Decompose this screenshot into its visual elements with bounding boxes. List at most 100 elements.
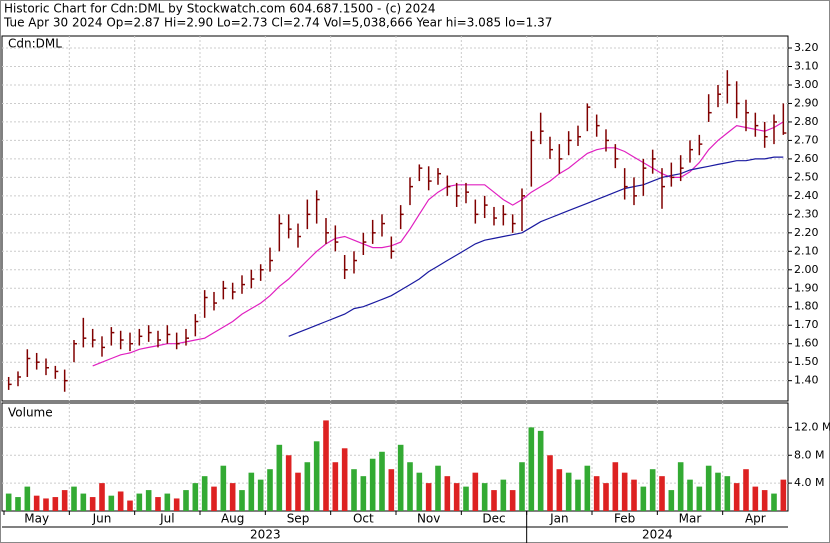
volume-bar (444, 476, 451, 511)
volume-bar (425, 483, 432, 511)
x-tick-label: Dec (482, 512, 505, 526)
x-tick-label: May (24, 512, 49, 526)
volume-bar (341, 448, 348, 511)
x-tick-label: Feb (614, 512, 635, 526)
x2-tick-label: 2024 (642, 528, 673, 542)
volume-bar (267, 469, 273, 511)
volume-bar (220, 465, 227, 511)
volume-bar (705, 465, 712, 511)
x-tick-label: Apr (745, 512, 766, 526)
volume-bar (519, 462, 525, 511)
volume-bar (164, 493, 171, 511)
volume-bar (239, 490, 245, 511)
volume-bar (71, 486, 77, 511)
y-tick-label: 1.80 (794, 300, 819, 313)
volume-bar (509, 490, 516, 511)
volume-bar (752, 486, 759, 511)
x-tick-label: Mar (679, 512, 702, 526)
volume-bar (416, 472, 423, 511)
volume-bar (155, 497, 161, 511)
volume-bar (248, 472, 255, 511)
volume-bar (687, 479, 693, 511)
volume-bar (351, 469, 357, 511)
volume-bar (575, 479, 581, 511)
volume-bar (612, 462, 619, 511)
volume-bar (621, 472, 628, 511)
volume-bar (183, 490, 189, 511)
volume-bar (332, 462, 339, 511)
volume-bar (397, 444, 404, 511)
y-tick-label: 3.00 (794, 78, 819, 91)
chart-subtitle: Tue Apr 30 2024 Op=2.87 Hi=2.90 Lo=2.73 … (3, 16, 552, 30)
volume-bar (631, 479, 637, 511)
x-tick-label: Aug (221, 512, 244, 526)
volume-bar (715, 472, 721, 511)
y-tick-label: 1.50 (794, 355, 819, 368)
volume-bar (127, 500, 133, 511)
volume-bar (640, 486, 647, 511)
volume-bar (304, 462, 311, 511)
volume-bar (407, 462, 413, 511)
volume-bar (491, 490, 497, 511)
y-tick-label: 1.40 (794, 374, 819, 387)
y-tick-label: 3.20 (794, 41, 819, 54)
volume-bar (463, 486, 469, 511)
y-tick-label: 2.00 (794, 263, 819, 276)
volume-bar (211, 486, 217, 511)
y-tick-label: 2.20 (794, 226, 819, 239)
y-tick-label: 12.0 M (794, 420, 830, 433)
volume-bar (192, 483, 199, 511)
y-tick-label: 2.70 (794, 133, 819, 146)
x-tick-label: Oct (353, 512, 374, 526)
volume-bar (136, 493, 143, 511)
volume-bar (15, 497, 21, 511)
volume-bar (659, 476, 665, 511)
volume-bar (677, 462, 684, 511)
y-tick-label: 2.40 (794, 189, 819, 202)
volume-bar (5, 493, 12, 511)
volume-bar (733, 483, 740, 511)
y-tick-label: 2.90 (794, 96, 819, 109)
y-tick-label: 1.70 (794, 318, 819, 331)
y-tick-label: 8.0 M (794, 448, 824, 461)
volume-bar (761, 490, 768, 511)
x-tick-label: Jan (549, 512, 569, 526)
volume-bar (435, 465, 441, 511)
volume-bar (117, 491, 124, 511)
volume-bar (388, 469, 395, 511)
volume-bar (276, 444, 283, 511)
volume-bar (537, 430, 544, 511)
volume-bar (771, 493, 777, 511)
x-tick-label: Sep (287, 512, 310, 526)
y-tick-label: 4.0 M (794, 476, 824, 489)
y-tick-label: 2.30 (794, 207, 819, 220)
volume-bar (649, 469, 656, 511)
volume-bar (61, 490, 68, 511)
y-tick-label: 2.80 (794, 115, 819, 128)
volume-bar (369, 458, 376, 511)
y-tick-label: 1.90 (794, 281, 819, 294)
volume-bar (556, 469, 563, 511)
volume-bar (743, 469, 749, 511)
volume-bar (52, 497, 59, 511)
x-tick-label: Jul (159, 512, 174, 526)
volume-bar (500, 479, 507, 511)
price-panel (1, 35, 789, 402)
volume-bar (89, 497, 96, 511)
volume-bar (43, 498, 49, 511)
chart-title: Historic Chart for Cdn:DML by Stockwatch… (4, 2, 436, 16)
volume-bar (201, 476, 208, 511)
x2-tick-label: 2023 (250, 528, 281, 542)
volume-bar (285, 455, 292, 511)
volume-bar (313, 441, 320, 511)
volume-bar (295, 472, 301, 511)
volume-bar (472, 472, 479, 511)
volume-bar (108, 495, 115, 511)
volume-bar (257, 479, 264, 511)
x-tick-label: Jun (92, 512, 112, 526)
volume-bar (360, 476, 367, 511)
volume-bar (696, 486, 703, 511)
volume-bar (229, 483, 236, 511)
y-tick-label: 3.10 (794, 59, 819, 72)
